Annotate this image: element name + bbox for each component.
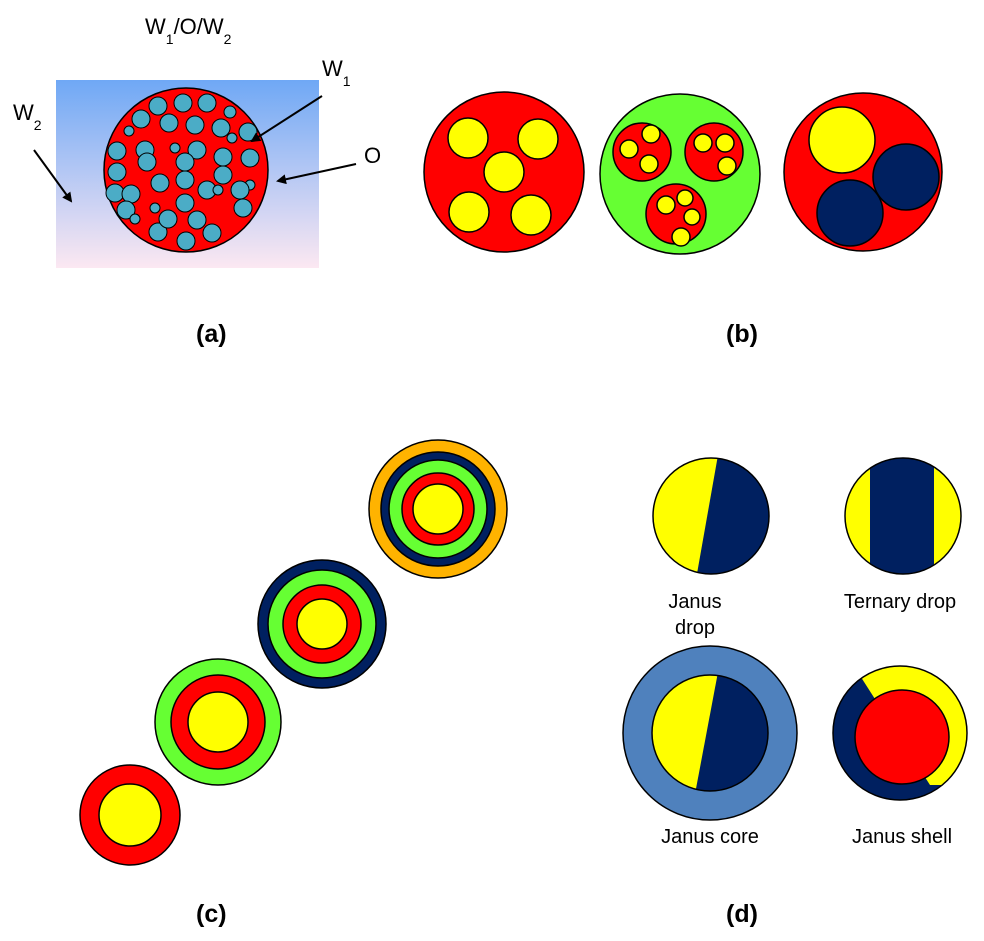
panel-tag-c: (c) xyxy=(196,900,227,928)
water-droplet xyxy=(131,109,151,129)
water-droplet xyxy=(107,162,127,182)
arrow-w1 xyxy=(250,95,323,143)
water-droplet xyxy=(158,209,178,229)
label-w2: W2 xyxy=(13,100,42,133)
water-droplet xyxy=(187,140,207,160)
triple-emulsion xyxy=(154,658,282,786)
label-o: O xyxy=(364,143,381,168)
water-droplet xyxy=(223,105,237,119)
caption-janus-core: Janus core xyxy=(661,826,759,848)
label-w1: W1 xyxy=(322,56,351,89)
water-droplet xyxy=(149,202,161,214)
panel-tag-a: (a) xyxy=(196,320,227,348)
water-droplet xyxy=(107,141,127,161)
water-droplet xyxy=(212,184,224,196)
title-w1-o-w2: W1/O/W2 xyxy=(145,14,232,47)
arrow-w2 xyxy=(33,149,73,203)
water-droplet xyxy=(175,170,195,190)
water-droplet xyxy=(213,165,233,185)
quintuple-emulsion xyxy=(368,439,508,579)
water-droplet xyxy=(187,210,207,230)
arrow-o xyxy=(276,163,357,185)
water-droplet xyxy=(148,96,168,116)
water-droplet xyxy=(116,200,136,220)
water-droplet xyxy=(202,223,222,243)
water-droplet xyxy=(197,93,217,113)
water-droplet xyxy=(148,222,168,242)
water-droplet xyxy=(226,132,238,144)
ternary-drop: Ternary drop xyxy=(844,457,962,613)
water-droplet xyxy=(238,122,258,142)
caption-ternary-drop: Ternary drop xyxy=(844,591,956,613)
panel-tag-d: (d) xyxy=(726,900,758,928)
water-droplet xyxy=(123,125,135,137)
water-droplet xyxy=(105,183,125,203)
two-core-double-emulsion xyxy=(783,92,943,252)
janus-shell-emulsion: Janus shell xyxy=(832,665,968,848)
water-droplet xyxy=(230,180,250,200)
water-droplet xyxy=(185,115,205,135)
inner-water-droplets xyxy=(105,93,260,251)
water-droplet xyxy=(233,198,253,218)
janus-drop: Janus drop xyxy=(652,457,770,639)
panel-a: W1/O/W2 W2 W1 O (a) xyxy=(13,14,381,348)
panel-c: (c) xyxy=(79,439,508,928)
janus-core-emulsion: Janus core xyxy=(622,645,798,848)
panel-b: (b) xyxy=(423,91,943,348)
water-droplet xyxy=(121,184,141,204)
water-droplet xyxy=(129,213,141,225)
water-droplet xyxy=(175,152,195,172)
water-droplet xyxy=(173,93,193,113)
water-droplet xyxy=(159,113,179,133)
water-droplet xyxy=(176,231,196,251)
panel-tag-b: (b) xyxy=(726,320,758,348)
caption-janus-drop-line1: Janus xyxy=(668,591,721,613)
water-droplet xyxy=(175,193,195,213)
multi-core-double-emulsion xyxy=(423,91,585,253)
panel-d: Janus drop Ternary drop Janus core xyxy=(622,457,968,928)
water-droplet xyxy=(150,173,170,193)
caption-janus-shell: Janus shell xyxy=(852,826,952,848)
water-droplet xyxy=(211,118,231,138)
multi-compartment-triple-emulsion xyxy=(599,93,761,255)
caption-janus-drop-line2: drop xyxy=(675,617,715,639)
quadruple-emulsion xyxy=(257,559,387,689)
water-droplet xyxy=(137,152,157,172)
water-droplet xyxy=(240,148,260,168)
double-emulsion xyxy=(79,764,181,866)
water-droplet xyxy=(169,142,181,154)
water-droplet xyxy=(213,147,233,167)
